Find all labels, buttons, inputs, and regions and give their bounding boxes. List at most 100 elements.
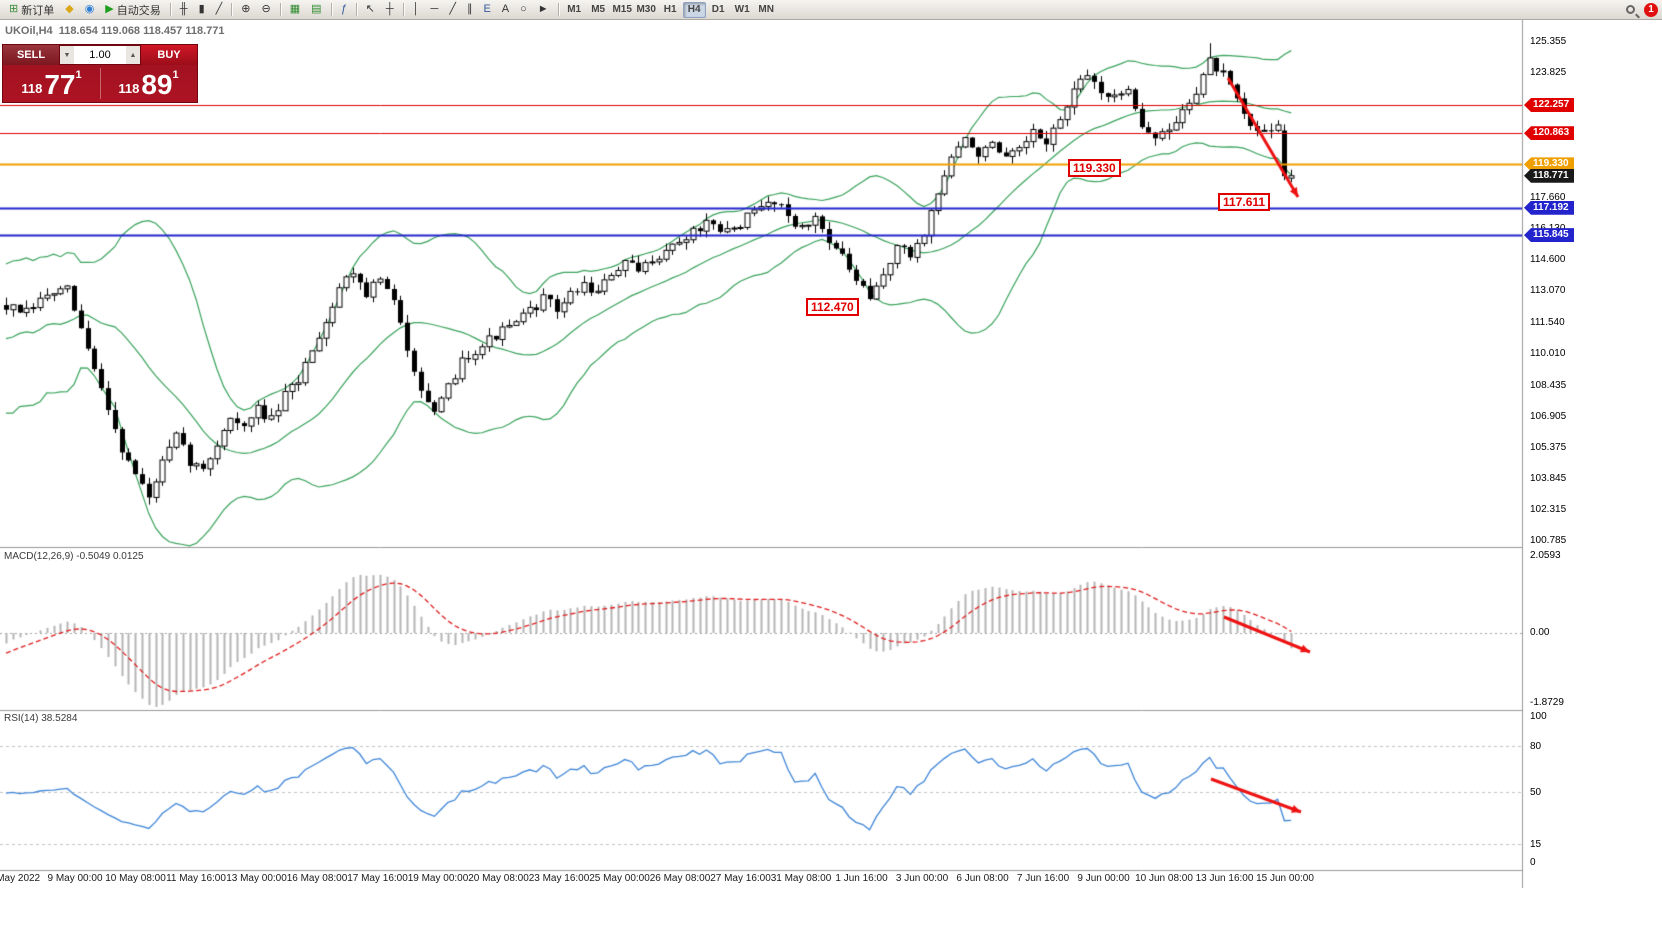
price-tick: 113.070: [1530, 285, 1566, 297]
zoom-in-button[interactable]: ⊕: [236, 1, 255, 18]
sell-price[interactable]: 118 77 1: [3, 65, 100, 102]
candlestick-chart-button[interactable]: ▮: [194, 1, 210, 18]
trendline-icon: ╱: [449, 3, 456, 15]
new-order-button[interactable]: ⊞ 新订单: [4, 1, 59, 18]
rsi-scale-tick: 15: [1530, 839, 1542, 851]
macd-indicator-label: MACD(12,26,9) -0.5049 0.0125: [4, 551, 144, 562]
line-chart-button[interactable]: ╱: [211, 1, 228, 18]
toolbar-separator: [231, 3, 233, 16]
fibonacci-icon: E: [483, 3, 491, 15]
symbol-ohlc-header: UKOil,H4 118.654 119.068 118.457 118.771: [5, 25, 224, 37]
price-scale[interactable]: 125.355123.825122.295120.765119.235117.6…: [1523, 20, 1662, 888]
vertical-line-button[interactable]: │: [408, 1, 425, 18]
timeframe-button-d1[interactable]: D1: [707, 2, 730, 18]
time-label: 26 May 08:00: [649, 873, 711, 884]
price-tick: 100.785: [1530, 534, 1567, 546]
price-annotation-119.330[interactable]: 119.330: [1068, 159, 1121, 177]
time-label: 9 May 00:00: [47, 873, 103, 884]
price-tick: 114.600: [1530, 254, 1566, 266]
time-label: 31 May 08:00: [770, 873, 832, 884]
time-label: 16 May 08:00: [286, 873, 348, 884]
time-label: 15 Jun 00:00: [1256, 873, 1314, 884]
zoom-out-button[interactable]: ⊖: [256, 1, 275, 18]
timeframe-button-w1[interactable]: W1: [731, 2, 754, 18]
crosshair-button[interactable]: ┼: [381, 1, 399, 18]
fibonacci-button[interactable]: E: [478, 1, 495, 18]
horizontal-line-button[interactable]: ─: [426, 1, 444, 18]
timeframe-button-h4[interactable]: H4: [682, 1, 706, 18]
rsi-scale-tick: 50: [1530, 786, 1542, 798]
time-label: 20 May 08:00: [468, 873, 529, 884]
candlestick-chart-icon: ▮: [198, 3, 205, 15]
bar-chart-button[interactable]: ╫: [175, 1, 193, 18]
timeframe-button-m1[interactable]: M1: [563, 2, 586, 18]
indicators-button[interactable]: ƒ: [336, 1, 352, 18]
sell-price-sup: 1: [75, 69, 82, 81]
arrange-windows-button[interactable]: ▤: [306, 1, 326, 18]
price-tag-115.845: 115.845: [1524, 228, 1574, 243]
timeframe-button-mn[interactable]: MN: [755, 2, 778, 18]
time-label: 13 May 00:00: [226, 873, 287, 884]
trendline-button[interactable]: ╱: [444, 1, 461, 18]
buy-price-int: 118: [118, 81, 140, 96]
rsi-scale-tick: 0: [1530, 857, 1536, 868]
sell-price-int: 118: [21, 81, 43, 96]
timeframe-button-h1[interactable]: H1: [659, 2, 682, 18]
volume-increase-button[interactable]: ▲: [126, 46, 140, 64]
symbol-period-label: UKOil,H4: [5, 25, 53, 37]
timeframe-button-m5[interactable]: M5: [587, 2, 610, 18]
price-tick: 106.905: [1530, 410, 1567, 422]
time-label: 7 Jun 16:00: [1016, 873, 1070, 884]
channel-icon: ∥: [466, 3, 473, 15]
current-price-tag: 118.771: [1524, 168, 1574, 183]
buy-button[interactable]: BUY: [141, 45, 197, 65]
volume-input[interactable]: [74, 46, 126, 64]
new-order-label: 新订单: [21, 4, 55, 17]
ellipse-tool-button[interactable]: ○: [515, 1, 532, 18]
timeframe-button-m30[interactable]: M30: [635, 2, 658, 18]
arrow-tool-button[interactable]: ►: [533, 1, 554, 18]
sell-button[interactable]: SELL: [3, 45, 59, 65]
crosshair-icon: ┼: [385, 3, 394, 15]
toolbar-separator: [279, 3, 281, 16]
promotion-button[interactable]: ◆: [60, 1, 78, 18]
time-label: 3 Jun 00:00: [895, 873, 949, 884]
price-tick: 110.010: [1530, 347, 1566, 359]
rsi-scale-tick: 80: [1530, 741, 1542, 753]
volume-decrease-button[interactable]: ▼: [60, 46, 74, 64]
tile-windows-button[interactable]: ▦: [285, 1, 305, 18]
channel-button[interactable]: ∥: [462, 1, 478, 18]
new-order-icon: ⊞: [9, 3, 19, 15]
price-tick: 105.375: [1530, 441, 1567, 453]
time-label: 23 May 16:00: [528, 873, 590, 884]
main-toolbar: ⊞ 新订单 ◆ ◉ ▶ 自动交易 ╫ ▮ ╱ ⊕ ⊖ ▦ ▤ ƒ ↖ ┼ │ ─…: [0, 0, 1662, 20]
cursor-icon: ↖: [365, 3, 375, 15]
notification-badge[interactable]: 1: [1644, 2, 1658, 17]
toolbar-separator: [355, 3, 357, 16]
time-label: 6 May 2022: [0, 873, 41, 884]
price-tick: 117.660: [1530, 192, 1566, 204]
timeframe-button-m15[interactable]: M15: [611, 2, 634, 18]
text-tool-button[interactable]: A: [497, 1, 514, 18]
auto-trading-button[interactable]: ▶ 自动交易: [100, 1, 165, 18]
search-icon[interactable]: [1626, 5, 1635, 14]
price-tick: 102.315: [1530, 503, 1567, 515]
toolbar-separator: [330, 3, 332, 16]
time-label: 11 May 16:00: [166, 873, 226, 884]
vertical-line-icon: │: [412, 3, 420, 15]
line-chart-icon: ╱: [215, 3, 223, 15]
tile-windows-icon: ▦: [289, 3, 301, 15]
buy-price[interactable]: 118 89 1: [100, 65, 197, 102]
price-annotation-117.611[interactable]: 117.611: [1218, 193, 1271, 211]
price-tag-117.192: 117.192: [1524, 200, 1574, 215]
buy-price-big: 89: [141, 69, 173, 100]
auto-trading-icon: ▶: [105, 3, 114, 15]
community-button[interactable]: ◉: [80, 1, 100, 18]
ellipse-tool-icon: ○: [520, 3, 527, 15]
price-annotation-112.470[interactable]: 112.470: [806, 298, 859, 316]
community-icon: ◉: [84, 3, 95, 15]
macd-scale-tick: 2.0593: [1530, 549, 1561, 561]
cursor-button[interactable]: ↖: [361, 1, 380, 18]
